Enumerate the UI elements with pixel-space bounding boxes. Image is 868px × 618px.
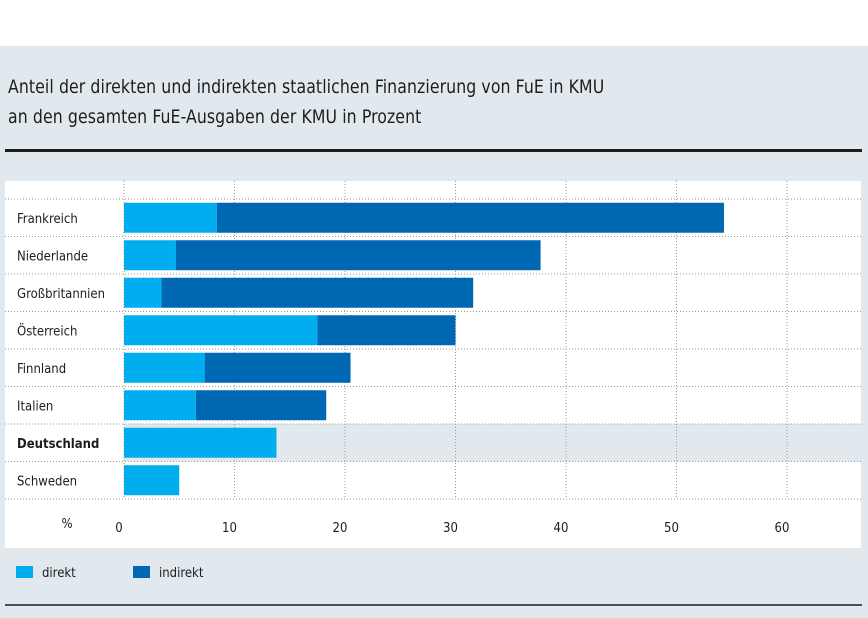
bar-indirekt: [161, 277, 474, 308]
x-tick-label: 60: [775, 521, 790, 536]
category-label: Niederlande: [17, 249, 88, 264]
legend-item-indirekt: indirekt: [133, 566, 203, 581]
bar-direkt: [124, 277, 162, 308]
bar-indirekt: [317, 315, 456, 346]
bar-indirekt: [195, 390, 327, 421]
chart-title: Anteil der direkten und indirekten staat…: [8, 72, 604, 132]
title-divider: [5, 149, 862, 152]
category-labels: Frankreich Niederlande Großbritannien Öster…: [17, 212, 105, 490]
bar-direkt: [124, 352, 205, 383]
bar-indirekt: [175, 240, 541, 271]
footer-divider: [5, 604, 862, 606]
x-tick-label: 40: [554, 521, 569, 536]
category-label: Frankreich: [17, 212, 78, 227]
chart-title-line-2: an den gesamten FuE-Ausgaben der KMU in …: [8, 106, 422, 128]
legend-label-indirekt: indirekt: [159, 566, 204, 581]
chart-title-line-1: Anteil der direkten und indirekten staat…: [8, 76, 605, 98]
x-tick-label: 10: [222, 521, 237, 536]
legend-swatch-direkt: [16, 566, 33, 578]
x-tick-label: 0: [115, 521, 122, 536]
legend-label-direkt: direkt: [42, 566, 76, 581]
x-tick-labels: % 0 10 20 30 40 50 60: [61, 517, 789, 536]
bar-direkt: [124, 465, 180, 496]
legend-item-direkt: direkt: [16, 566, 76, 581]
category-label: Finnland: [17, 362, 66, 377]
bar-indirekt: [204, 352, 351, 383]
x-tick-label: 30: [443, 521, 458, 536]
bar-direkt: [124, 390, 196, 421]
category-label: Großbritannien: [17, 287, 105, 302]
bar-indirekt: [216, 202, 725, 233]
x-axis-unit-label: %: [61, 517, 72, 532]
category-label: Schweden: [17, 474, 77, 489]
x-tick-label: 20: [333, 521, 348, 536]
bar-direkt: [124, 427, 277, 458]
bar-direkt: [124, 315, 318, 346]
bar-direkt: [124, 240, 176, 271]
bar-direkt: [124, 202, 217, 233]
category-label: Italien: [17, 399, 53, 414]
category-label: Österreich: [17, 322, 77, 339]
category-label: Deutschland: [17, 437, 99, 452]
bars: [124, 202, 725, 496]
x-tick-label: 50: [664, 521, 679, 536]
legend-swatch-indirekt: [133, 566, 150, 578]
